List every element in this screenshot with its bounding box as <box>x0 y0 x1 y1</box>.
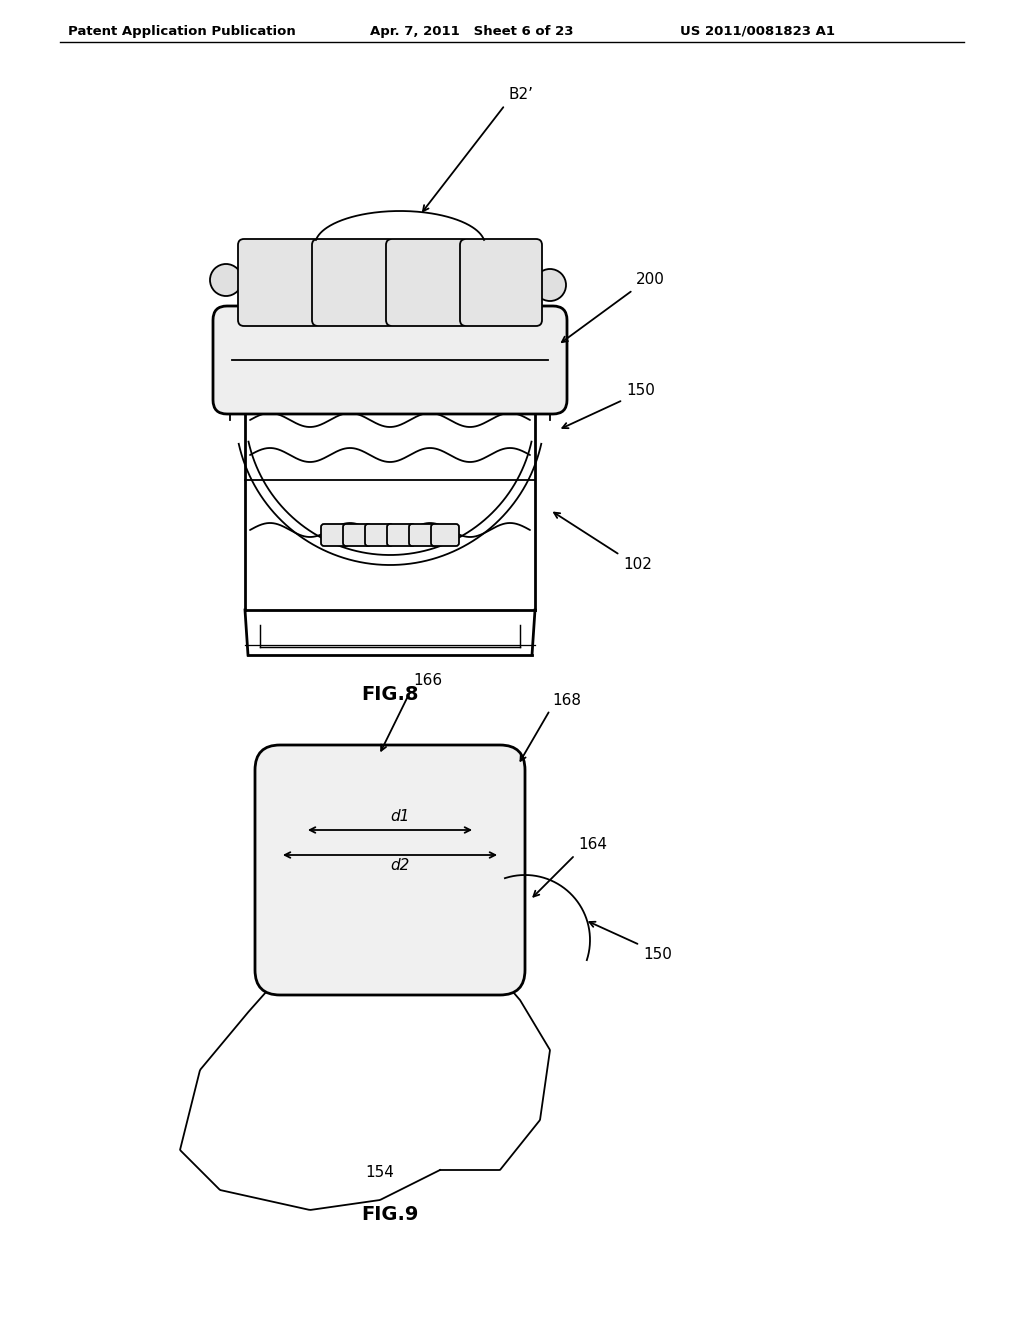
Circle shape <box>446 275 478 306</box>
FancyBboxPatch shape <box>343 524 371 546</box>
FancyBboxPatch shape <box>431 524 459 546</box>
Circle shape <box>534 269 566 301</box>
Text: FIG.8: FIG.8 <box>361 685 419 704</box>
Text: d1: d1 <box>390 809 410 824</box>
Text: 200: 200 <box>636 272 665 286</box>
Circle shape <box>370 282 402 314</box>
Text: 168: 168 <box>552 693 581 708</box>
Text: 164: 164 <box>578 837 607 851</box>
FancyBboxPatch shape <box>365 524 393 546</box>
Text: Patent Application Publication: Patent Application Publication <box>68 25 296 38</box>
FancyBboxPatch shape <box>213 306 567 414</box>
Text: 154: 154 <box>366 1166 394 1180</box>
Text: B2’: B2’ <box>508 87 534 102</box>
Text: 150: 150 <box>626 383 655 399</box>
FancyBboxPatch shape <box>255 744 525 995</box>
Circle shape <box>210 264 242 296</box>
Text: 166: 166 <box>413 673 442 688</box>
Text: 150: 150 <box>643 946 672 962</box>
Text: US 2011/0081823 A1: US 2011/0081823 A1 <box>680 25 835 38</box>
FancyBboxPatch shape <box>386 239 468 326</box>
FancyBboxPatch shape <box>460 239 542 326</box>
Text: 102: 102 <box>623 557 652 572</box>
FancyBboxPatch shape <box>321 524 349 546</box>
Text: Apr. 7, 2011   Sheet 6 of 23: Apr. 7, 2011 Sheet 6 of 23 <box>370 25 573 38</box>
Text: d2: d2 <box>390 858 410 873</box>
Circle shape <box>298 284 330 315</box>
FancyBboxPatch shape <box>238 239 319 326</box>
FancyBboxPatch shape <box>312 239 394 326</box>
FancyBboxPatch shape <box>409 524 437 546</box>
Text: FIG.9: FIG.9 <box>361 1205 419 1224</box>
FancyBboxPatch shape <box>387 524 415 546</box>
